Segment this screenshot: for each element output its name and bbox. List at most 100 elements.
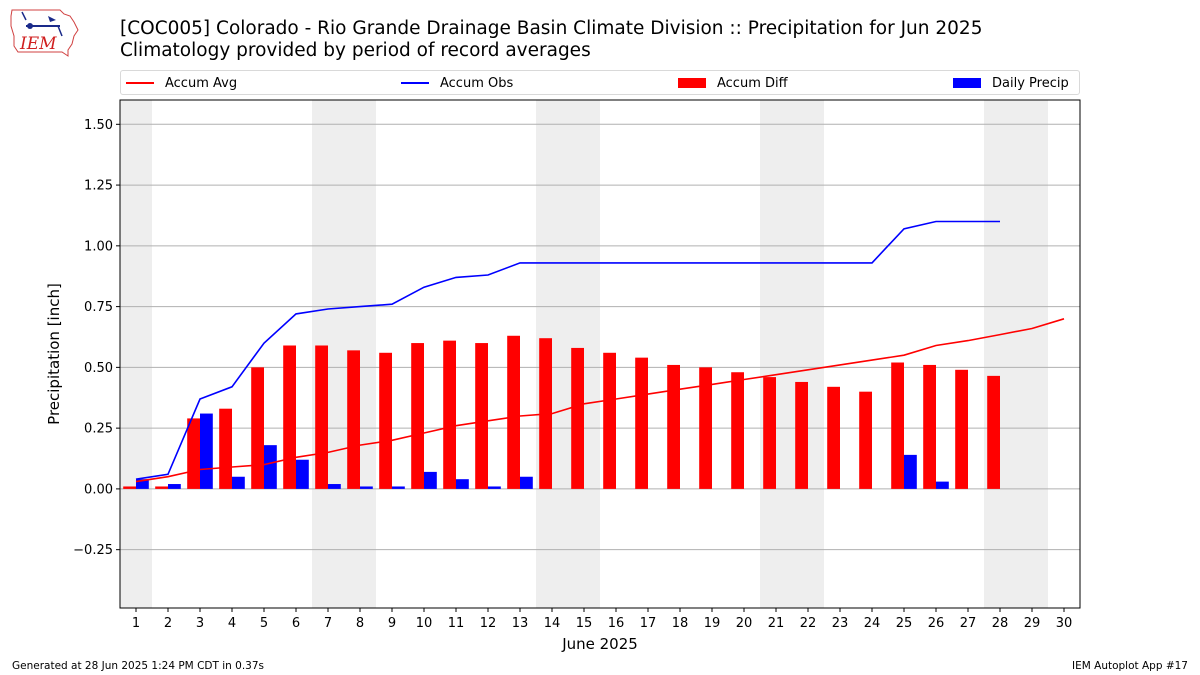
legend-swatch <box>126 82 154 84</box>
legend-item-daily-precip: Daily Precip <box>953 74 1069 92</box>
weekend-shade <box>760 100 824 608</box>
chart-title: [COC005] Colorado - Rio Grande Drainage … <box>120 18 983 39</box>
x-tick-label: 6 <box>292 616 300 631</box>
daily-precip-bar <box>936 481 949 489</box>
accum-diff-bar <box>251 367 264 489</box>
x-tick-label: 29 <box>1024 616 1041 631</box>
daily-precip-bar <box>424 471 437 489</box>
accum-diff-bar <box>315 345 328 489</box>
plot-frame <box>119 99 1081 609</box>
x-tick-label: 19 <box>704 616 721 631</box>
accum-diff-bar <box>987 375 1000 489</box>
accum-diff-bar <box>763 377 776 489</box>
x-tick-label: 8 <box>356 616 364 631</box>
x-tick-label: 14 <box>544 616 561 631</box>
daily-precip-bar <box>232 476 245 489</box>
chart-subtitle: Climatology provided by period of record… <box>120 40 591 61</box>
accum-diff-bar <box>955 369 968 489</box>
accum-avg-line <box>135 318 1065 483</box>
y-tick-label: 0.75 <box>84 300 113 315</box>
daily-precip-bar <box>296 459 309 489</box>
legend-item-accum-obs: Accum Obs <box>401 74 513 92</box>
x-tick-label: 12 <box>480 616 497 631</box>
x-tick-label: 25 <box>896 616 913 631</box>
accum-diff-bar <box>859 391 872 489</box>
daily-precip-bar <box>168 484 181 489</box>
accum-diff-bar <box>123 486 136 489</box>
accum-diff-bar <box>795 381 808 489</box>
daily-precip-bar <box>136 479 149 489</box>
y-tick-label: 0.00 <box>84 482 113 497</box>
accum-diff-bar <box>507 335 520 489</box>
x-tick-label: 11 <box>448 616 465 631</box>
daily-precip-bar <box>328 484 341 489</box>
accum-diff-bar <box>443 340 456 489</box>
x-tick-label: 27 <box>960 616 977 631</box>
x-tick-label: 26 <box>928 616 945 631</box>
y-tick-label: 1.25 <box>84 179 113 194</box>
y-axis-label: Precipitation [inch] <box>45 283 63 425</box>
logo-text: IEM <box>19 34 57 54</box>
accum-diff-bar <box>827 386 840 489</box>
accum-diff-bar <box>475 343 488 489</box>
accum-diff-bar <box>923 364 936 489</box>
accum-diff-bar <box>379 352 392 489</box>
legend-swatch <box>678 78 706 88</box>
daily-precip-bar <box>392 486 405 489</box>
accum-diff-bar <box>603 352 616 489</box>
daily-precip-bar <box>264 445 277 489</box>
daily-precip-bar <box>488 486 501 489</box>
x-tick-label: 18 <box>672 616 689 631</box>
y-tick-label: 1.50 <box>84 118 113 133</box>
x-tick-label: 10 <box>416 616 433 631</box>
legend-label: Accum Obs <box>440 75 514 91</box>
legend-item-accum-diff: Accum Diff <box>678 74 788 92</box>
x-tick-label: 15 <box>576 616 593 631</box>
legend-swatch <box>953 78 981 88</box>
legend-swatch <box>401 82 429 84</box>
iem-logo: IEM <box>10 9 79 57</box>
legend-label: Accum Avg <box>165 75 238 91</box>
x-tick-label: 22 <box>800 616 817 631</box>
daily-precip-bar <box>360 486 373 489</box>
chart-legend: Accum Avg Accum Obs Accum Diff Daily Pre… <box>120 70 1080 95</box>
x-axis-label: June 2025 <box>561 635 638 653</box>
weekend-shade <box>984 100 1048 608</box>
accum-diff-bar <box>187 418 200 489</box>
x-tick-label: 7 <box>324 616 332 631</box>
x-tick-label: 28 <box>992 616 1009 631</box>
accum-diff-bar <box>219 408 232 489</box>
y-tick-label: 0.25 <box>84 422 113 437</box>
x-tick-label: 16 <box>608 616 625 631</box>
daily-precip-bar <box>200 413 213 489</box>
x-tick-label: 2 <box>164 616 172 631</box>
accum-diff-bar <box>411 343 424 489</box>
accum-obs-line <box>135 220 1000 480</box>
accum-diff-bar <box>283 345 296 489</box>
x-tick-label: 13 <box>512 616 529 631</box>
daily-precip-bar <box>520 476 533 489</box>
daily-precip-bar <box>904 454 917 489</box>
legend-label: Daily Precip <box>992 75 1069 91</box>
x-tick-label: 23 <box>832 616 849 631</box>
legend-item-accum-avg: Accum Avg <box>126 74 237 92</box>
x-tick-label: 9 <box>388 616 396 631</box>
x-tick-label: 24 <box>864 616 881 631</box>
x-tick-label: 1 <box>132 616 140 631</box>
app-note: IEM Autoplot App #17 <box>1072 660 1188 672</box>
accum-diff-bar <box>635 357 648 489</box>
accum-diff-bar <box>571 347 584 489</box>
legend-label: Accum Diff <box>717 75 788 91</box>
x-tick-label: 3 <box>196 616 204 631</box>
y-tick-label: −0.25 <box>73 543 113 558</box>
accum-diff-bar <box>347 350 360 489</box>
accum-diff-bar <box>891 362 904 489</box>
x-tick-label: 30 <box>1056 616 1073 631</box>
accum-diff-bar <box>667 364 680 489</box>
accum-diff-bar <box>155 486 168 489</box>
accum-diff-bar <box>699 367 712 489</box>
x-tick-label: 5 <box>260 616 268 631</box>
x-tick-label: 17 <box>640 616 657 631</box>
generated-note: Generated at 28 Jun 2025 1:24 PM CDT in … <box>12 660 265 672</box>
